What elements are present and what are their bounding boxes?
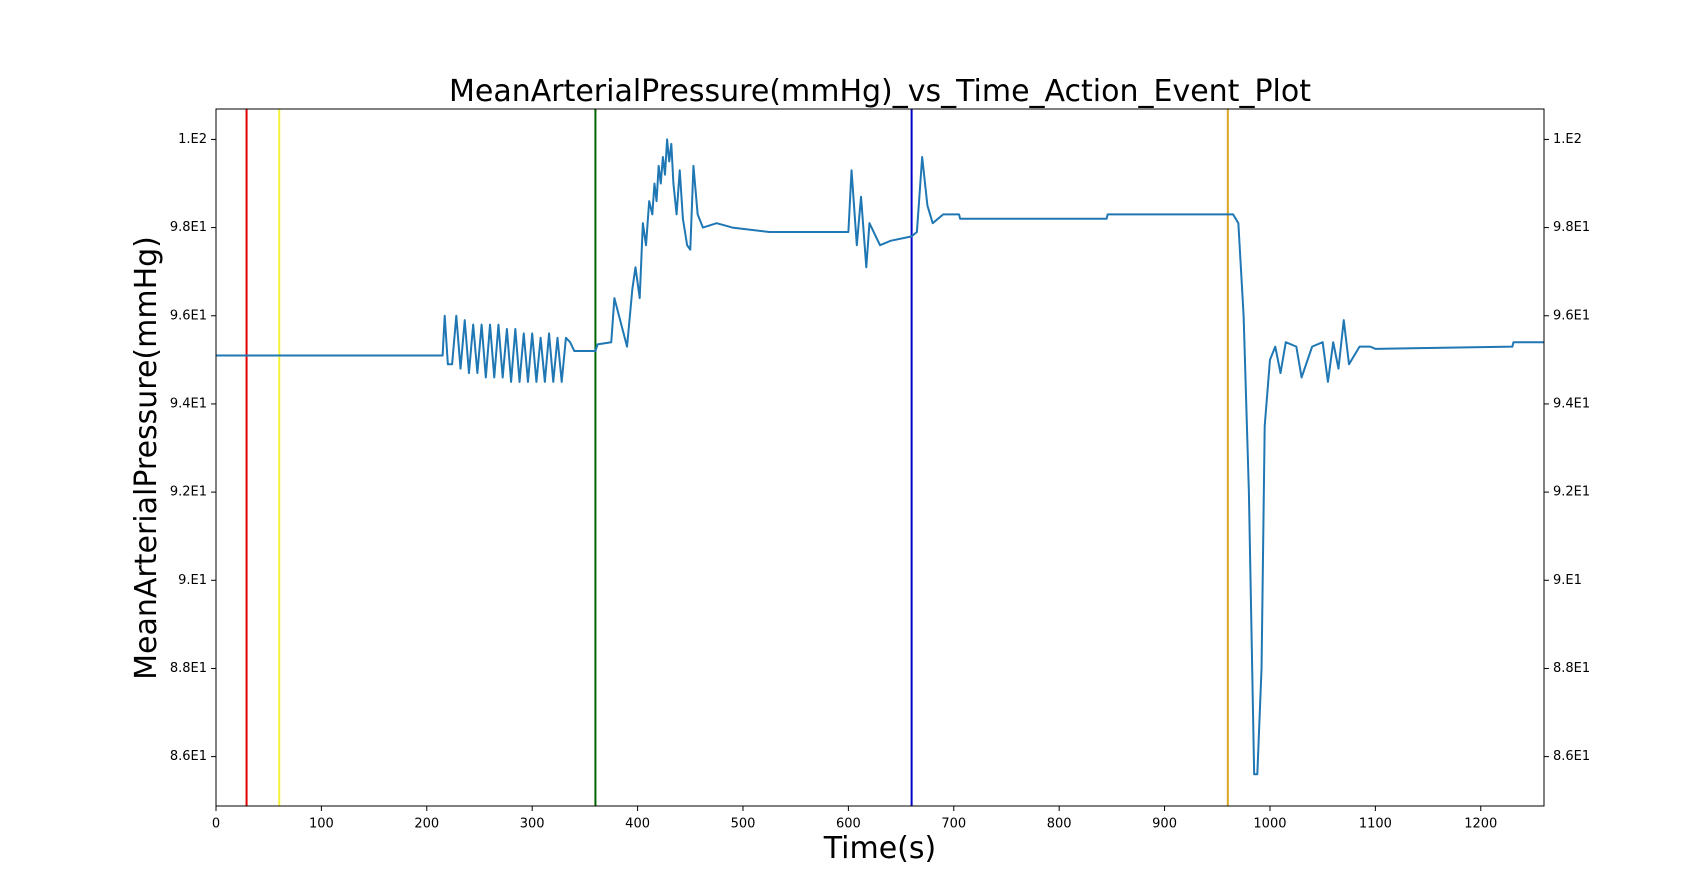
- x-tick-label: 1100: [1359, 817, 1392, 832]
- x-tick-label: 0: [212, 817, 220, 832]
- chart-title: MeanArterialPressure(mmHg)_vs_Time_Actio…: [449, 74, 1311, 109]
- y2-tick-label: 1.E2: [1553, 132, 1582, 147]
- y2-tick-label: 9.8E1: [1553, 220, 1590, 235]
- y-tick-label: 8.6E1: [170, 749, 207, 764]
- x-tick-label: 500: [731, 817, 756, 832]
- data-line: [216, 138, 1544, 776]
- x-tick-label: 1000: [1253, 817, 1286, 832]
- y2-tick-label: 9.E1: [1553, 573, 1582, 588]
- x-axis-label: Time(s): [823, 831, 936, 866]
- x-tick-label: 1200: [1464, 817, 1497, 832]
- x-tick-label: 900: [1152, 817, 1177, 832]
- x-tick-label: 100: [309, 817, 334, 832]
- y2-tick-label: 9.2E1: [1553, 485, 1590, 500]
- y-tick-label: 9.4E1: [170, 396, 207, 411]
- y2-tick-label: 9.6E1: [1553, 308, 1590, 323]
- y2-tick-label: 8.6E1: [1553, 749, 1590, 764]
- x-tick-label: 800: [1047, 817, 1072, 832]
- x-tick-label: 200: [414, 817, 439, 832]
- x-tick-label: 300: [520, 817, 545, 832]
- x-tick-label: 700: [941, 817, 966, 832]
- x-tick-label: 400: [625, 817, 650, 832]
- y-tick-label: 8.8E1: [170, 661, 207, 676]
- y-tick-label: 9.6E1: [170, 308, 207, 323]
- x-tick-label: 600: [836, 817, 861, 832]
- y-tick-label: 9.8E1: [170, 220, 207, 235]
- y-tick-label: 9.E1: [178, 573, 207, 588]
- y-axis-label: MeanArterialPressure(mmHg): [129, 236, 164, 680]
- plot-frame: [215, 108, 1545, 807]
- y-tick-label: 9.2E1: [170, 485, 207, 500]
- y2-tick-label: 9.4E1: [1553, 396, 1590, 411]
- y-tick-label: 1.E2: [178, 132, 207, 147]
- y2-tick-label: 8.8E1: [1553, 661, 1590, 676]
